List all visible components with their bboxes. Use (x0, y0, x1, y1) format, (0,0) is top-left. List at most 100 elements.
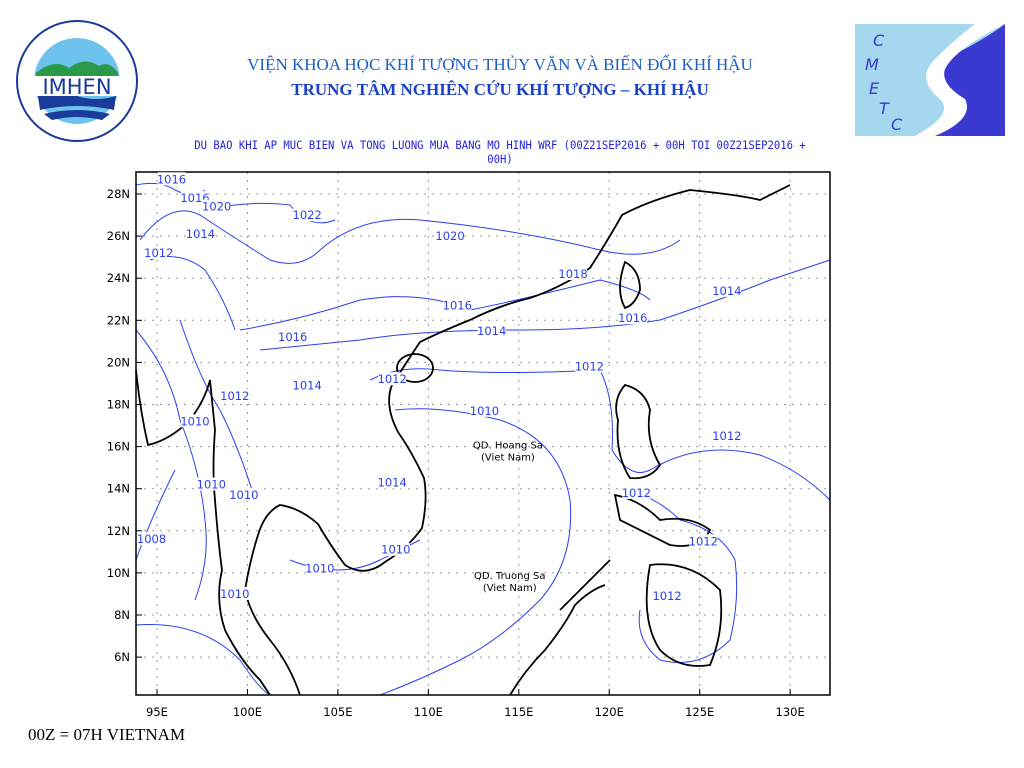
taiwan-island (619, 260, 641, 310)
isobar-label: 1014 (186, 227, 215, 241)
isobar-label-bg (622, 485, 651, 499)
isobar-label-bg (618, 311, 647, 325)
isobar-label: 1020 (435, 229, 464, 243)
isobar-label-bg (712, 283, 741, 297)
lat-tick-label: 20N (107, 355, 130, 369)
isobar-label: 1016 (180, 191, 209, 205)
isobar-label: 1012 (652, 589, 681, 603)
isobar-label: 1020 (202, 200, 231, 214)
isobar-label-bg (381, 542, 410, 556)
isobar-line (369, 368, 831, 501)
isobar-label: 1010 (197, 477, 226, 491)
isobar-label-bg (378, 372, 407, 386)
isobar-label-bg (443, 298, 472, 312)
isobar-line (149, 256, 236, 331)
imhen-logo-text: IMHEN (42, 75, 111, 99)
isobar-label-bg (378, 475, 407, 489)
isobar-line (135, 469, 176, 561)
isobar-label-bg (186, 226, 215, 240)
lat-tick-label: 16N (107, 440, 130, 454)
lon-tick-label: 120E (595, 705, 624, 719)
isobar-line (259, 259, 831, 351)
axis-labels: 95E 100E 105E 110E 115E 120E 125E 130E 28N 26N 24N… (107, 187, 805, 719)
hainan-island (396, 353, 434, 383)
isobar-label: 1016 (278, 330, 307, 344)
lon-tick-label: 130E (776, 705, 805, 719)
luzon-island (615, 383, 662, 480)
isobar-label-bg (202, 199, 231, 213)
cmetc-logo: C M E T C (855, 24, 1005, 141)
isobar-label-bg (229, 488, 258, 502)
palawan-island (559, 559, 611, 611)
lat-tick-label: 26N (107, 229, 130, 243)
isobar-line (179, 319, 256, 501)
isobar-label-bg (197, 477, 226, 491)
isobar-label-bg (137, 532, 166, 546)
place-label-sub: (Viet Nam) (481, 453, 535, 464)
isobar-label: 1014 (293, 379, 322, 393)
lon-tick-label: 125E (685, 705, 714, 719)
place-label: QD. Hoang Sa (473, 441, 543, 452)
isobar-label: 1008 (137, 532, 166, 546)
isobar-label-bg (436, 229, 465, 243)
center-title: TRUNG TÂM NGHIÊN CỨU KHÍ TƯỢNG – KHÍ HẬU (291, 80, 709, 99)
institute-title: VIỆN KHOA HỌC KHÍ TƯỢNG THỦY VĂN VÀ BIẾN… (247, 55, 753, 74)
isobar-label-bg (144, 245, 173, 259)
coastlines (135, 184, 791, 696)
lon-tick-label: 95E (146, 705, 168, 719)
isobar-label: 1014 (712, 284, 741, 298)
isobar-label-bg (470, 403, 499, 417)
isobar-label: 1012 (712, 429, 741, 443)
svg-text:C: C (891, 115, 903, 134)
isobar-label: 1010 (470, 404, 499, 418)
lat-tick-label: 8N (114, 608, 130, 622)
lat-tick-label: 12N (107, 524, 130, 538)
isobar-label-bg (278, 330, 307, 344)
isobar-label: 1012 (144, 246, 173, 260)
isobar-label: 1010 (381, 543, 410, 557)
isobar-label: 1012 (575, 360, 604, 374)
lon-tick-label: 115E (504, 705, 533, 719)
visayas-islands (613, 493, 712, 547)
lat-tick-label: 28N (107, 187, 130, 201)
isobar-line (135, 329, 207, 601)
isobar-label: 1014 (477, 324, 506, 338)
isobar-label: 1016 (157, 172, 186, 186)
isobar-line (629, 489, 738, 663)
isobar-label: 1012 (689, 534, 718, 548)
isobar-label-bg (477, 323, 506, 337)
isobar-label-bg (220, 586, 249, 600)
isobar-label: 1010 (305, 562, 334, 576)
lat-tick-label: 10N (107, 566, 130, 580)
isobar-label: 1022 (293, 208, 322, 222)
map-subtitle: DU BAO KHI AP MUC BIEN VA TONG LUONG MUA… (194, 138, 806, 166)
lat-tick-label: 22N (107, 313, 130, 327)
svg-text:M: M (865, 55, 879, 74)
isobar-line (139, 210, 681, 264)
imhen-logo: IMHEN (14, 18, 140, 149)
isobar-label: 1012 (378, 372, 407, 386)
place-label-sub: (Viet Nam) (483, 583, 537, 594)
isobar-label-bg (157, 172, 186, 186)
lat-tick-label: 14N (107, 482, 130, 496)
isobar-label: 1010 (180, 414, 209, 428)
lat-tick-label: 6N (114, 650, 130, 664)
coastline-mainland (135, 184, 791, 696)
lat-tick-label: 24N (107, 271, 130, 285)
isobar-label: 1010 (220, 587, 249, 601)
mindanao-island (645, 563, 723, 667)
lon-tick-label: 105E (323, 705, 352, 719)
isobar-label: 1018 (558, 267, 587, 281)
isobar-label-bg (689, 534, 718, 548)
isobar-labels: 1016101610201014101210221020101810141016… (137, 172, 741, 603)
svg-text:E: E (869, 79, 880, 98)
isobar-label: 1014 (378, 475, 407, 489)
map-frame (135, 171, 831, 696)
isobar-label-bg (293, 208, 322, 222)
isobar-label: 1012 (622, 486, 651, 500)
place-labels: QD. Hoang Sa(Viet Nam)QD. Truong Sa(Viet… (473, 441, 546, 595)
isobar-label-bg (575, 359, 604, 373)
svg-text:T: T (879, 99, 890, 118)
isobar-label-bg (712, 429, 741, 443)
